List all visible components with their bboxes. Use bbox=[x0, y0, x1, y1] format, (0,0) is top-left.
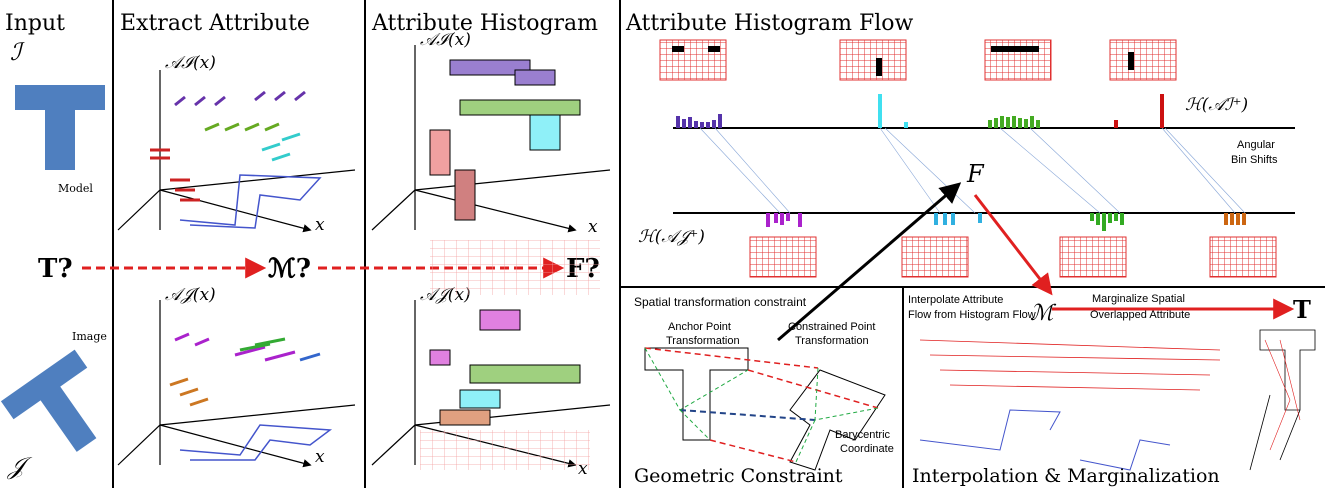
note: Flow from Histogram Flow bbox=[908, 309, 1036, 321]
hist-label: ℋ(𝒜ℐ⁺) bbox=[1185, 95, 1248, 115]
caption: Geometric Constraint bbox=[634, 465, 843, 487]
axis-label: 𝒜ℐ(x) bbox=[420, 30, 471, 50]
caption: Interpolation & Marginalization bbox=[912, 465, 1220, 487]
label: Model bbox=[58, 182, 93, 195]
axis-label: x bbox=[315, 215, 325, 235]
symbol: ℐ bbox=[10, 38, 25, 66]
symbol: T bbox=[1293, 295, 1311, 324]
label: Image bbox=[72, 330, 107, 343]
interpolation-drawing bbox=[920, 330, 1315, 470]
note: Anchor Point bbox=[668, 321, 731, 333]
note: Coordinate bbox=[840, 443, 894, 455]
header: Attribute Histogram bbox=[371, 11, 598, 36]
pipeline-label: T? bbox=[38, 254, 73, 284]
note: Bin Shifts bbox=[1231, 154, 1278, 166]
axis-label: 𝒜ℐ(x) bbox=[165, 53, 216, 73]
axis-label: x bbox=[315, 447, 325, 467]
note: Marginalize Spatial bbox=[1092, 293, 1185, 305]
orientation-grids bbox=[660, 40, 1276, 277]
hist-label: ℋ(𝒜𝒥⁺) bbox=[638, 227, 705, 247]
note: Overlapped Attribute bbox=[1090, 309, 1190, 321]
note: Interpolate Attribute bbox=[908, 294, 1003, 306]
figure: Input Extract Attribute Attribute Histog… bbox=[0, 0, 1325, 488]
axis-label: x bbox=[588, 217, 598, 237]
symbol: 𝒥 bbox=[7, 452, 33, 480]
arrow bbox=[975, 195, 1050, 292]
axis-label: 𝒜𝒥(x) bbox=[165, 285, 216, 305]
note: Constrained Point bbox=[788, 321, 875, 333]
note: Transformation bbox=[666, 335, 740, 347]
note: Transformation bbox=[795, 335, 869, 347]
note: Angular bbox=[1237, 139, 1275, 151]
panel-title: Spatial transformation constraint bbox=[634, 295, 807, 309]
header: Extract Attribute bbox=[120, 11, 310, 36]
header: Attribute Histogram Flow bbox=[625, 11, 914, 36]
header: Input bbox=[5, 11, 65, 36]
pipeline-label: ℳ? bbox=[268, 254, 311, 284]
symbol: ℳ bbox=[1030, 301, 1057, 326]
symbol: F bbox=[966, 160, 985, 188]
model-shape bbox=[15, 85, 105, 170]
